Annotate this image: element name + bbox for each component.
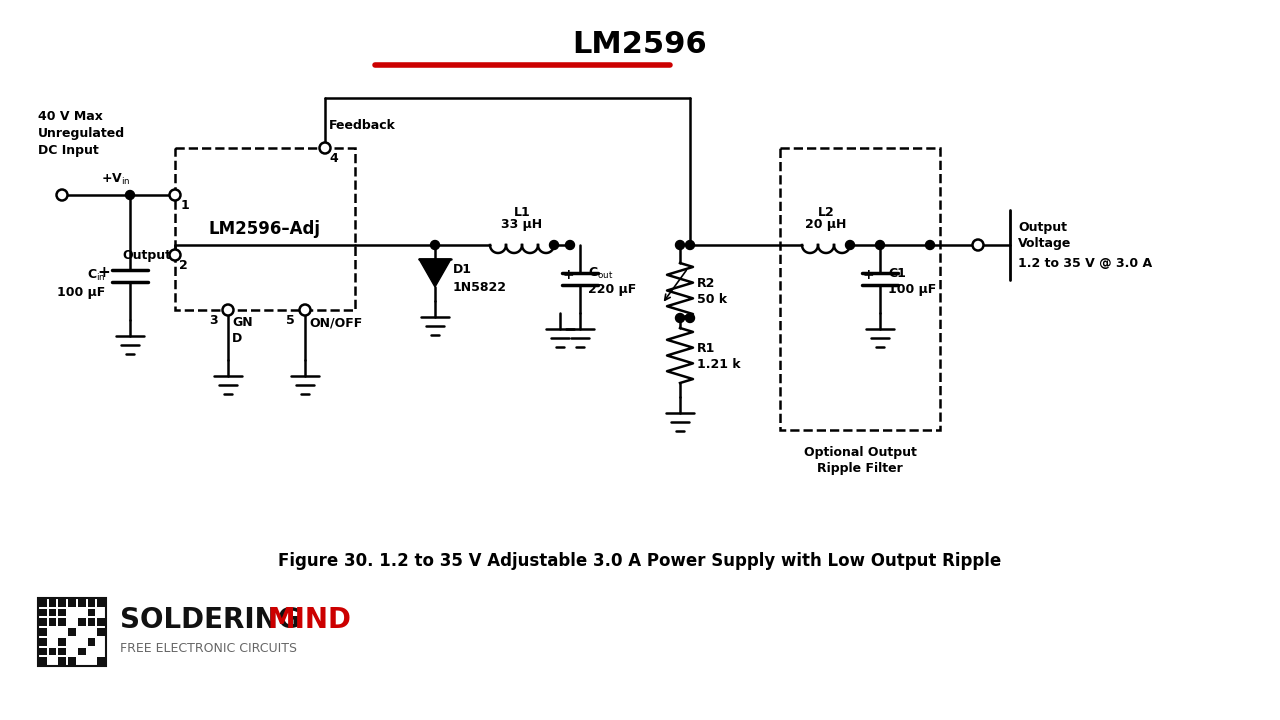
Bar (175, 148, 355, 310)
Bar (59, 647, 67, 655)
Text: 100 μF: 100 μF (56, 286, 105, 299)
Bar (97, 618, 105, 626)
Circle shape (169, 189, 180, 200)
Circle shape (676, 240, 685, 250)
Circle shape (300, 305, 311, 315)
Text: R1: R1 (698, 341, 716, 354)
Text: 1N5822: 1N5822 (453, 281, 507, 294)
Text: MIND: MIND (268, 606, 352, 634)
Text: LM2596: LM2596 (572, 30, 708, 59)
Bar (38, 628, 46, 636)
Text: 1.21 k: 1.21 k (698, 358, 741, 371)
Text: Optional Output: Optional Output (804, 446, 916, 459)
Text: Figure 30. 1.2 to 35 V Adjustable 3.0 A Power Supply with Low Output Ripple: Figure 30. 1.2 to 35 V Adjustable 3.0 A … (278, 552, 1002, 570)
Bar (59, 608, 67, 616)
Text: GN: GN (232, 316, 252, 329)
Bar (780, 148, 940, 430)
Circle shape (686, 240, 695, 250)
Circle shape (973, 240, 983, 251)
Bar (59, 638, 67, 646)
Bar (78, 647, 86, 655)
Bar (38, 618, 46, 626)
Text: 1: 1 (180, 199, 189, 212)
Circle shape (430, 240, 439, 250)
Text: +: + (863, 268, 874, 282)
Text: 33 μH: 33 μH (502, 218, 543, 231)
Bar (59, 657, 67, 665)
Text: FREE ELECTRONIC CIRCUITS: FREE ELECTRONIC CIRCUITS (120, 642, 297, 654)
Text: R2: R2 (698, 276, 716, 289)
Bar (49, 647, 56, 655)
Circle shape (566, 240, 575, 250)
Circle shape (676, 313, 685, 323)
Bar (38, 598, 106, 666)
Bar (38, 608, 46, 616)
Bar (97, 657, 105, 665)
Text: +: + (97, 264, 110, 279)
Circle shape (125, 191, 134, 199)
Bar (49, 618, 56, 626)
Text: 3: 3 (210, 314, 218, 327)
Text: C$_{\rm in}$: C$_{\rm in}$ (87, 267, 105, 282)
Text: +: + (562, 268, 573, 282)
Circle shape (925, 240, 934, 250)
Bar (38, 657, 46, 665)
Text: C1: C1 (888, 266, 906, 279)
Bar (78, 618, 86, 626)
Bar (38, 599, 46, 607)
Bar (68, 628, 76, 636)
Bar (49, 608, 56, 616)
Text: 40 V Max: 40 V Max (38, 110, 102, 123)
Circle shape (169, 250, 180, 261)
Text: 1.2 to 35 V @ 3.0 A: 1.2 to 35 V @ 3.0 A (1018, 256, 1152, 269)
Bar (87, 638, 95, 646)
Text: LM2596–Adj: LM2596–Adj (209, 220, 321, 238)
Bar (97, 599, 105, 607)
Circle shape (56, 189, 68, 200)
Text: Ripple Filter: Ripple Filter (817, 462, 902, 475)
Circle shape (320, 143, 330, 153)
Circle shape (223, 305, 233, 315)
Bar (68, 657, 76, 665)
Text: D1: D1 (453, 263, 472, 276)
Text: 5: 5 (287, 314, 294, 327)
Bar (97, 628, 105, 636)
Text: 2: 2 (179, 259, 188, 272)
Bar (78, 599, 86, 607)
Text: SOLDERING: SOLDERING (120, 606, 301, 634)
Bar (59, 618, 67, 626)
Text: Voltage: Voltage (1018, 236, 1071, 250)
Text: Unregulated: Unregulated (38, 127, 125, 140)
Text: Feedback: Feedback (329, 119, 396, 132)
Polygon shape (419, 259, 451, 287)
Bar (87, 599, 95, 607)
Bar (38, 647, 46, 655)
Bar (87, 618, 95, 626)
Text: 220 μF: 220 μF (588, 282, 636, 295)
Bar (87, 608, 95, 616)
Text: 4: 4 (329, 152, 338, 165)
Circle shape (876, 240, 884, 250)
Text: L1: L1 (513, 206, 530, 219)
Text: L2: L2 (818, 206, 835, 219)
Text: 20 μH: 20 μH (805, 218, 846, 231)
Bar (38, 638, 46, 646)
Text: 50 k: 50 k (698, 292, 727, 305)
Bar (59, 599, 67, 607)
Text: Output: Output (122, 248, 172, 261)
Bar (68, 599, 76, 607)
Circle shape (549, 240, 558, 250)
Text: 100 μF: 100 μF (888, 282, 936, 295)
Circle shape (846, 240, 855, 250)
Circle shape (686, 313, 695, 323)
Text: DC Input: DC Input (38, 144, 99, 157)
Text: D: D (232, 332, 242, 345)
Text: ON/OFF: ON/OFF (308, 316, 362, 329)
Bar (49, 599, 56, 607)
Text: Output: Output (1018, 220, 1068, 233)
Text: +V$_{\rm in}$: +V$_{\rm in}$ (101, 172, 131, 187)
Text: C$_{\rm out}$: C$_{\rm out}$ (588, 266, 613, 281)
